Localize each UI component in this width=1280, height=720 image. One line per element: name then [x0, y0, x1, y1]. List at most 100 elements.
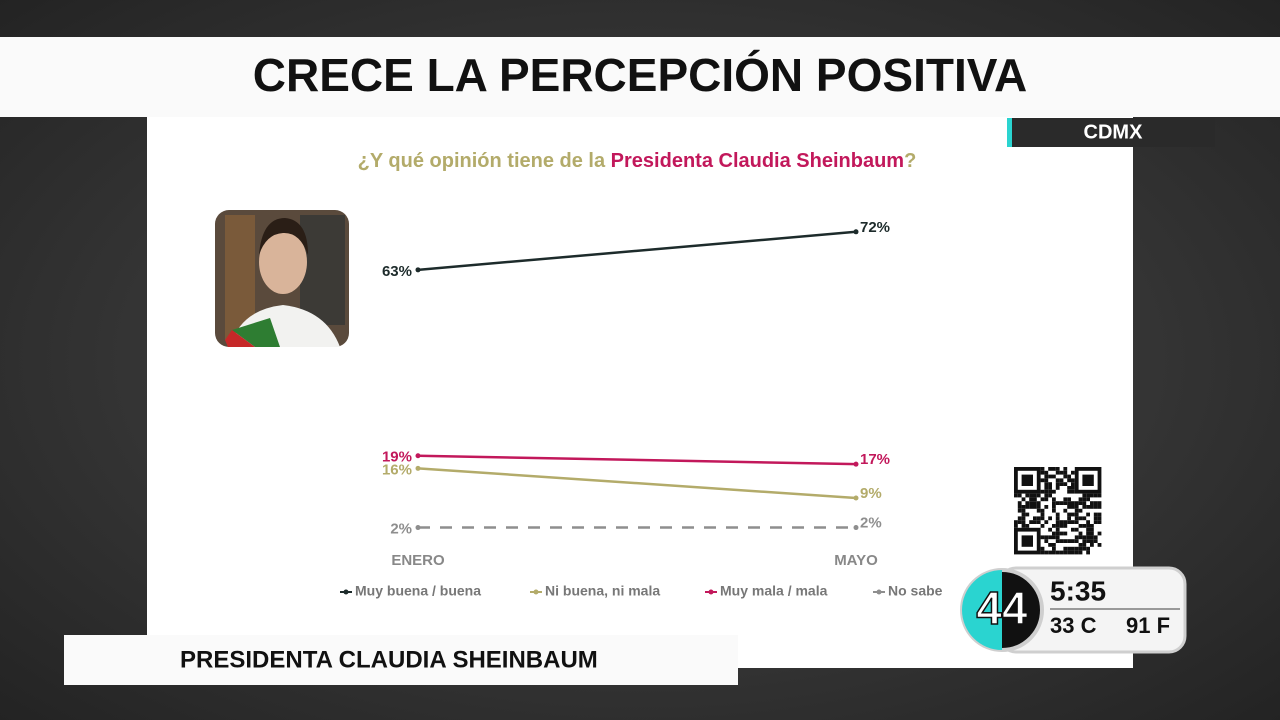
qr-module [1055, 478, 1060, 483]
qr-module [1036, 520, 1041, 524]
qr-module [1040, 550, 1045, 555]
qr-module [1063, 550, 1068, 555]
qr-module [1078, 497, 1083, 502]
qr-module [1055, 531, 1060, 536]
point [415, 465, 421, 471]
qr-module [1071, 470, 1075, 475]
qr-module [1048, 543, 1052, 547]
qr-module [1044, 497, 1049, 502]
qr-module [1055, 470, 1060, 475]
qr-module [1029, 493, 1033, 498]
qr-module [1055, 482, 1060, 486]
clock-widget: 44 5:35 33 C 91 F [960, 566, 1187, 654]
qr-module [1017, 493, 1022, 498]
qr-module [1044, 489, 1049, 494]
lower-third [64, 635, 738, 685]
qr-module [1040, 478, 1045, 483]
qr-module [1082, 497, 1087, 502]
qr-module [1059, 478, 1064, 483]
qr-module [1055, 516, 1060, 521]
qr-module [1040, 535, 1045, 540]
qr-module [1090, 524, 1094, 528]
qr-module [1033, 505, 1037, 509]
qr-module [1063, 524, 1068, 528]
qr-module [1029, 497, 1033, 502]
point [853, 229, 859, 235]
x-tick-label: MAYO [834, 552, 878, 569]
qr-module [1052, 535, 1056, 540]
qr-module [1090, 539, 1094, 543]
qr-module [1033, 497, 1037, 502]
qr-module [1036, 505, 1041, 509]
qr-module [1052, 501, 1056, 505]
qr-module [1048, 467, 1052, 471]
chart-title: ¿Y qué opinión tiene de la Presidenta Cl… [358, 150, 917, 172]
legend-swatch [343, 589, 349, 595]
qr-module [1040, 516, 1045, 521]
qr-module [1048, 493, 1052, 498]
legend-swatch [708, 589, 714, 595]
qr-module [1093, 512, 1098, 517]
qr-module [1021, 516, 1026, 521]
qr-module [1078, 550, 1083, 555]
qr-module [1086, 550, 1090, 555]
qr-module [1063, 539, 1068, 543]
qr-module [1090, 527, 1094, 532]
qr-module [1033, 493, 1037, 498]
value-label: 63% [382, 263, 412, 280]
qr-module [1017, 501, 1022, 505]
qr-module [1059, 470, 1064, 475]
qr-module [1074, 539, 1079, 543]
qr-module [1052, 550, 1056, 555]
qr-module [1086, 520, 1090, 524]
qr-module [1017, 516, 1022, 521]
qr-module [1086, 535, 1090, 540]
qr-module [1059, 550, 1064, 555]
qr-module [1093, 520, 1098, 524]
qr-module [1052, 489, 1056, 494]
qr-module [1063, 474, 1068, 479]
qr-module [1048, 474, 1052, 479]
qr-module [1086, 531, 1090, 536]
qr-module [1067, 497, 1071, 502]
qr-module [1063, 531, 1068, 536]
qr-module [1097, 493, 1102, 498]
qr-module [1052, 467, 1056, 471]
qr-module [1044, 470, 1049, 475]
qr-module [1063, 501, 1068, 505]
qr-module [1082, 516, 1087, 521]
lower-third-text: PRESIDENTA CLAUDIA SHEINBAUM [180, 646, 598, 673]
qr-module [1082, 543, 1087, 547]
qr-module [1059, 482, 1064, 486]
qr-module [1048, 482, 1052, 486]
qr-module [1071, 550, 1075, 555]
qr-module [1044, 493, 1049, 498]
qr-module [1040, 512, 1045, 517]
qr-module [1036, 493, 1041, 498]
legend-label: Muy mala / mala [720, 583, 828, 599]
qr-module [1071, 527, 1075, 532]
qr-module [1044, 482, 1049, 486]
qr-module [1074, 508, 1079, 513]
qr-module [1017, 505, 1022, 509]
qr-module [1021, 520, 1026, 524]
qr-module [1086, 505, 1090, 509]
point [853, 495, 859, 501]
qr-module [1067, 546, 1071, 551]
qr-module [1052, 474, 1056, 479]
qr-module [1097, 543, 1102, 547]
qr-module [1048, 516, 1052, 521]
legend-swatch [533, 589, 539, 595]
legend-swatch [876, 589, 882, 595]
point [415, 267, 421, 273]
qr-module [1086, 497, 1090, 502]
qr-module [1090, 501, 1094, 505]
qr-module [1071, 501, 1075, 505]
qr-module [1036, 516, 1041, 521]
qr-module [1044, 550, 1049, 555]
qr-module [1063, 470, 1068, 475]
qr-module [1044, 535, 1049, 540]
qr-module [1033, 516, 1037, 521]
qr-finder [1021, 474, 1033, 486]
